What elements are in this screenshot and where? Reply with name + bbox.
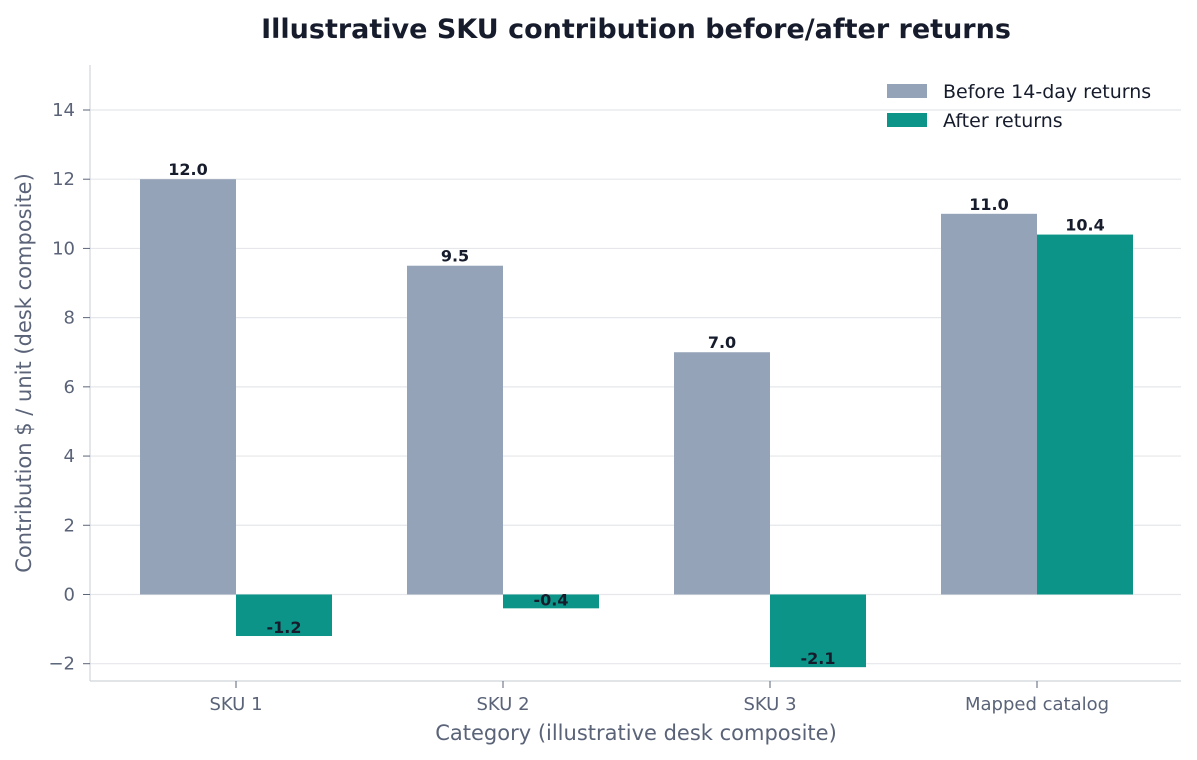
- legend-swatch: [887, 113, 927, 127]
- x-axis-label: Category (illustrative desk composite): [435, 721, 837, 745]
- bar-before: [407, 265, 503, 595]
- legend-swatch: [887, 84, 927, 98]
- x-axis: SKU 1 SKU 2 SKU 3 Mapped catalog: [209, 681, 1109, 715]
- y-tick-label: 2: [64, 515, 75, 536]
- bar-after: [236, 594, 332, 637]
- bar-after: [503, 594, 599, 609]
- data-label: 11.0: [969, 195, 1008, 214]
- y-tick-label: 12: [52, 169, 75, 190]
- x-tick-label: SKU 2: [476, 694, 529, 715]
- y-axis-label: Contribution $ / unit (desk composite): [12, 173, 36, 573]
- y-tick-label: 6: [64, 377, 75, 398]
- legend-label: Before 14-day returns: [943, 81, 1151, 103]
- y-tick-label: 0: [64, 584, 75, 605]
- y-tick-label: 4: [64, 446, 75, 467]
- data-labels: 12.0 -1.2 9.5 -0.4 7.0 -2.1 11.0 10.4: [168, 160, 1104, 668]
- data-label: -0.4: [534, 590, 569, 609]
- bar-before: [140, 179, 236, 595]
- data-label: 9.5: [441, 247, 469, 266]
- bar-after: [1037, 234, 1133, 595]
- y-tick-label: 8: [64, 308, 75, 329]
- data-label: 10.4: [1065, 216, 1104, 235]
- data-label: 12.0: [168, 160, 207, 179]
- legend: Before 14-day returns After returns: [887, 81, 1151, 132]
- y-tick-label: 14: [52, 100, 75, 121]
- legend-label: After returns: [943, 110, 1063, 132]
- bar-after: [770, 594, 866, 668]
- data-label: -1.2: [267, 618, 302, 637]
- x-tick-label: Mapped catalog: [965, 694, 1109, 715]
- x-tick-label: SKU 1: [209, 694, 262, 715]
- bars: [140, 179, 1133, 668]
- bar-before: [941, 213, 1037, 595]
- bar-before: [674, 352, 770, 595]
- y-tick-label: −2: [48, 654, 75, 675]
- x-tick-label: SKU 3: [743, 694, 796, 715]
- y-tick-label: 10: [52, 238, 75, 259]
- axes-spines: [89, 65, 1181, 682]
- data-label: 7.0: [708, 333, 736, 352]
- chart-title: Illustrative SKU contribution before/aft…: [261, 14, 1011, 45]
- y-axis: −2 0 2 4 6 8 10 12 14: [48, 100, 90, 675]
- data-label: -2.1: [801, 649, 836, 668]
